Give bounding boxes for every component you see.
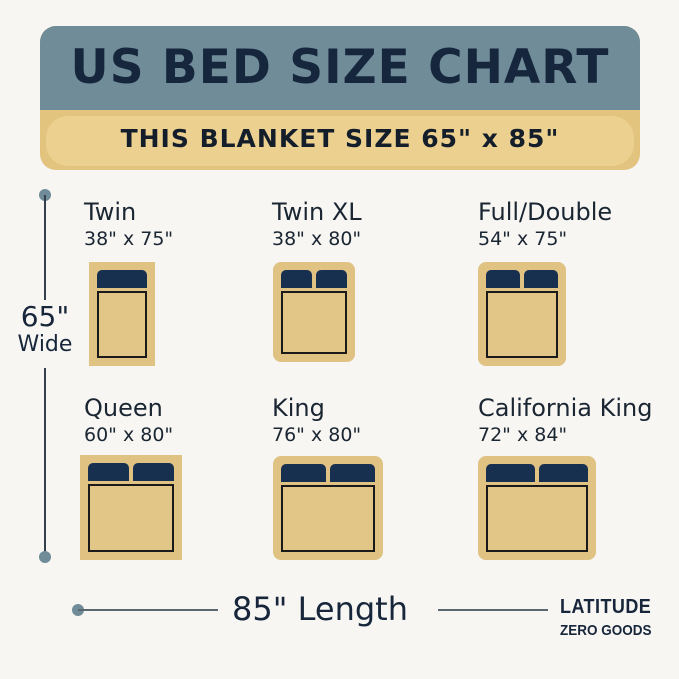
- width-value: 65": [20, 300, 70, 333]
- blanket-outline: [486, 485, 588, 552]
- bed-dimensions: 38" x 75": [84, 228, 174, 250]
- bed-illustration: [89, 262, 155, 366]
- bed-name: Queen: [84, 394, 163, 422]
- bed-illustration: [478, 262, 566, 366]
- blanket-outline: [88, 484, 174, 552]
- pillow-icon: [524, 270, 558, 288]
- bed-illustration: [273, 262, 355, 362]
- length-dimension-line-right: [438, 609, 548, 611]
- pillow-icon: [281, 464, 326, 482]
- bed-name: King: [272, 394, 325, 422]
- pillow-icon: [97, 270, 147, 288]
- bed-dimensions: 54" x 75": [478, 228, 568, 250]
- bed-name: Twin XL: [272, 198, 362, 226]
- bed-name: Full/Double: [478, 198, 613, 226]
- width-dimension-line-bottom: [44, 368, 46, 556]
- bed-dimensions: 72" x 84": [478, 424, 568, 446]
- pillow-icon: [486, 464, 535, 482]
- header-subtitle-band: [46, 116, 634, 166]
- bed-dimensions: 76" x 80": [272, 424, 362, 446]
- header-title-band: [40, 26, 640, 110]
- blanket-outline: [281, 485, 375, 552]
- pillow-icon: [316, 270, 347, 288]
- pillow-icon: [133, 463, 174, 481]
- bed-illustration: [273, 456, 383, 560]
- bed-dimensions: 38" x 80": [272, 228, 362, 250]
- brand-logo-line2: ZERO GOODS: [560, 622, 652, 639]
- width-dimension-line-top: [44, 195, 46, 300]
- pillow-icon: [539, 464, 588, 482]
- pillow-icon: [88, 463, 129, 481]
- length-label: 85" Length: [232, 590, 408, 628]
- page-title: US BED SIZE CHART: [70, 40, 610, 95]
- bed-name: California King: [478, 394, 653, 422]
- width-label: Wide: [17, 332, 73, 357]
- bed-illustration: [80, 455, 182, 560]
- pillow-icon: [486, 270, 520, 288]
- length-dimension-line-left: [78, 609, 218, 611]
- blanket-outline: [97, 291, 147, 358]
- bed-name: Twin: [84, 198, 137, 226]
- bed-illustration: [478, 456, 596, 560]
- brand-logo-line1: LATITUDE: [560, 596, 652, 618]
- blanket-outline: [281, 291, 347, 354]
- pillow-icon: [330, 464, 375, 482]
- blanket-size-subtitle: THIS BLANKET SIZE 65" x 85": [120, 124, 560, 153]
- pillow-icon: [281, 270, 312, 288]
- bed-dimensions: 60" x 80": [84, 424, 174, 446]
- width-dimension-bottom-dot: [39, 551, 51, 563]
- chart-header: US BED SIZE CHART THIS BLANKET SIZE 65" …: [40, 26, 640, 170]
- blanket-outline: [486, 291, 558, 358]
